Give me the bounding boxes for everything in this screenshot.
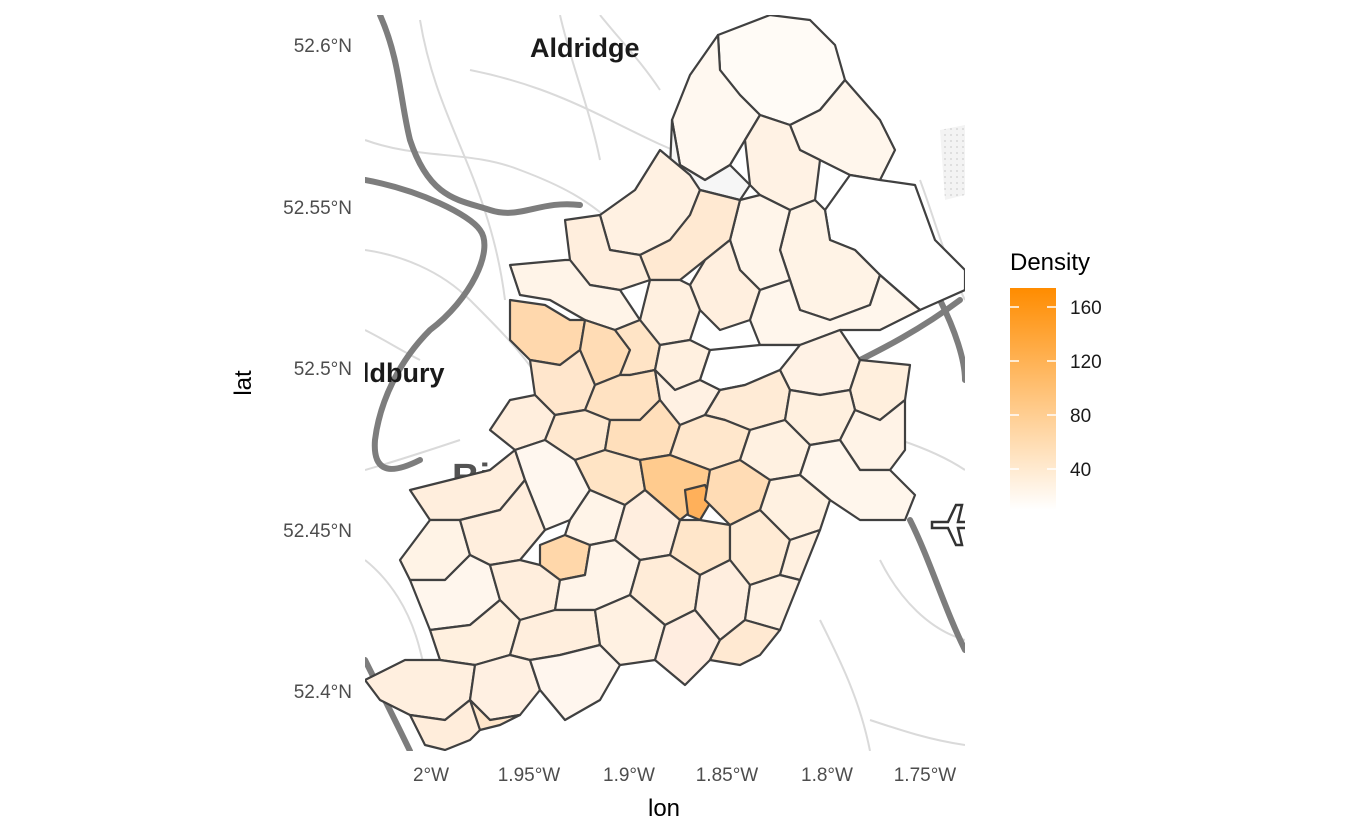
x-tick-label: 2°W: [413, 765, 449, 786]
y-axis-title: lat: [230, 370, 257, 396]
y-tick-label: 52.5°N: [294, 359, 352, 380]
x-tick-label: 1.85°W: [696, 765, 759, 786]
y-axis: 52.6°N 52.55°N 52.5°N 52.45°N 52.4°N lat: [230, 36, 352, 703]
legend-ticks: [1010, 306, 1056, 470]
x-tick-label: 1.8°W: [801, 765, 853, 786]
legend-label: 80: [1070, 406, 1091, 427]
y-tick-label: 52.4°N: [294, 682, 352, 703]
place-label-oldbury: ldbury: [362, 358, 445, 388]
legend-title: Density: [1010, 249, 1090, 276]
x-axis: 2°W 1.95°W 1.9°W 1.85°W 1.8°W 1.75°W lon: [413, 765, 956, 822]
minor-roads: [365, 15, 965, 751]
x-tick-label: 1.75°W: [894, 765, 957, 786]
y-tick-label: 52.45°N: [283, 521, 352, 542]
legend-label: 160: [1070, 298, 1102, 319]
park-area: [940, 125, 965, 200]
place-label-aldridge: Aldridge: [530, 33, 640, 63]
ward-polygons: [365, 15, 965, 751]
ward-polygon: [743, 573, 802, 632]
legend-label: 40: [1070, 460, 1091, 481]
legend-label: 120: [1070, 352, 1102, 373]
x-axis-title: lon: [648, 795, 680, 822]
x-tick-label: 1.95°W: [498, 765, 561, 786]
airport-icon: [930, 503, 965, 547]
y-tick-label: 52.6°N: [294, 36, 352, 57]
x-tick-label: 1.9°W: [603, 765, 655, 786]
ward-polygon: [708, 618, 782, 667]
legend: Density 160 120 80 40: [1010, 249, 1102, 510]
ward-polygon: [468, 698, 522, 732]
ward-polygon: [528, 643, 622, 722]
legend-colorbar: [1010, 288, 1056, 510]
y-tick-label: 52.55°N: [283, 198, 352, 219]
main-roads: [365, 15, 965, 751]
